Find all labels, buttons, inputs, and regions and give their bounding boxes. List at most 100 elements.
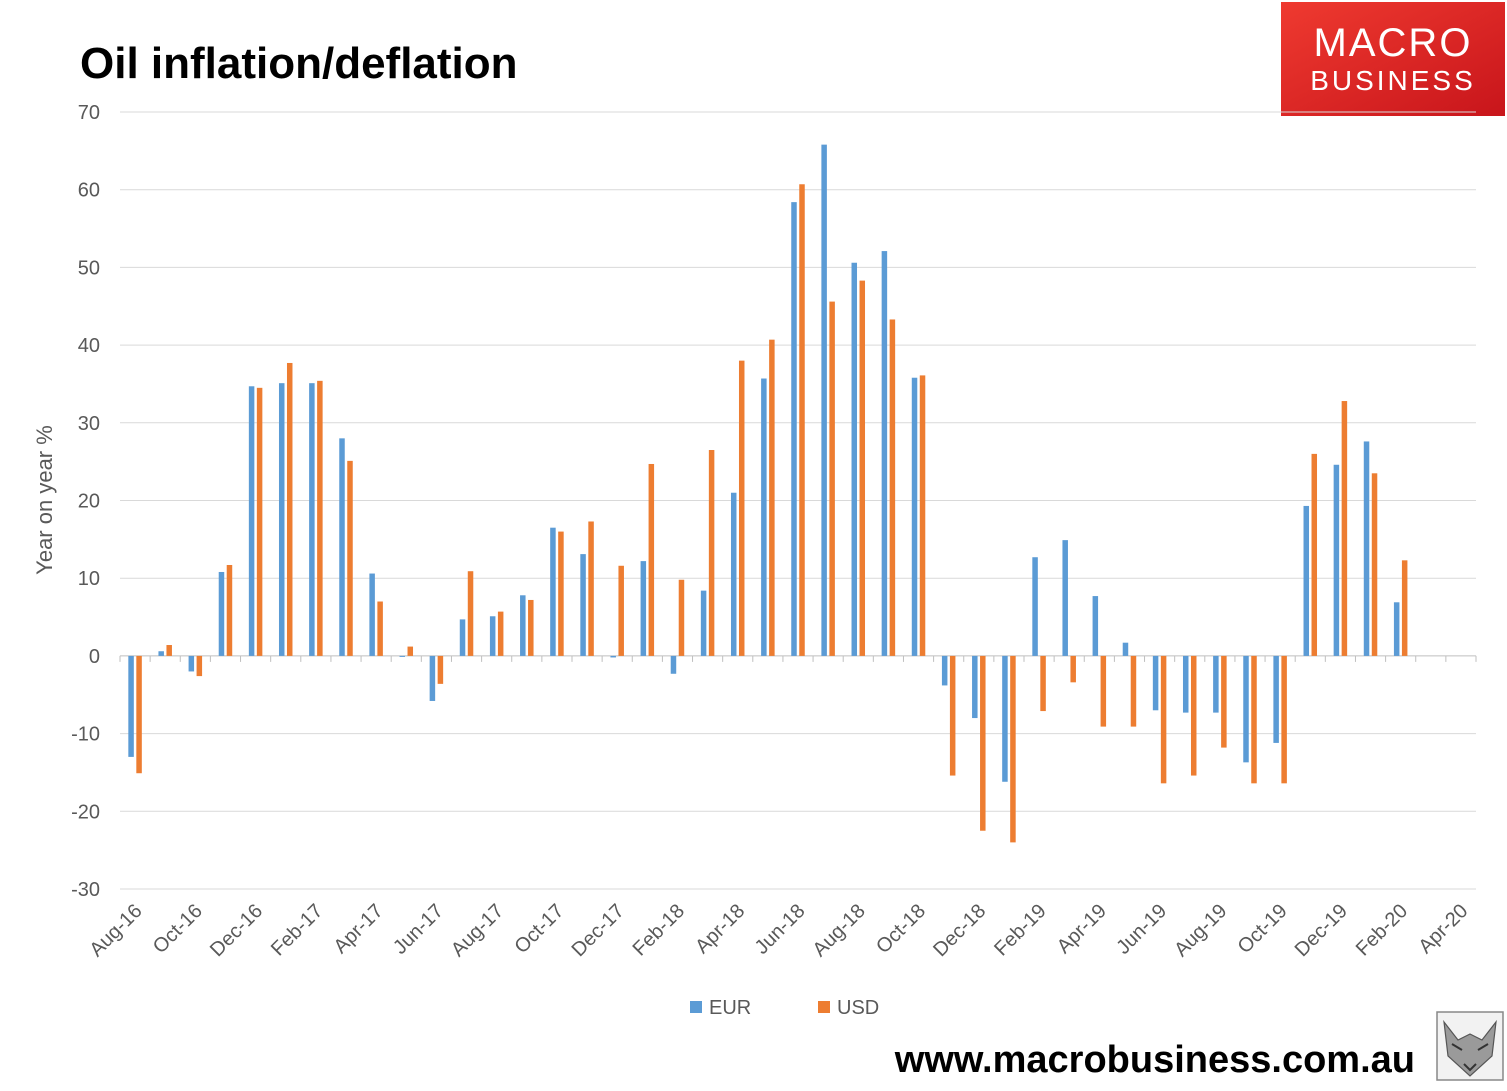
bar-usd <box>407 646 414 656</box>
x-tick-label: Jun-19 <box>1112 900 1171 959</box>
x-tick-label: Apr-18 <box>691 900 749 958</box>
bar-usd <box>1341 401 1348 656</box>
bar-eur <box>158 651 164 656</box>
bar-eur <box>791 202 797 656</box>
x-tick-label: Aug-18 <box>809 900 870 961</box>
x-tick-label: Apr-20 <box>1414 900 1472 958</box>
x-tick-label: Feb-17 <box>267 900 327 960</box>
bar-usd <box>1371 473 1378 656</box>
x-tick-label: Apr-17 <box>330 900 388 958</box>
bar-eur <box>1243 655 1249 763</box>
bar-eur <box>700 590 707 656</box>
bar-usd <box>1130 655 1137 727</box>
bar-usd <box>166 645 172 656</box>
y-axis-label: Year on year % <box>32 425 57 575</box>
legend-label-usd: USD <box>837 997 879 1019</box>
bar-usd <box>1100 655 1107 727</box>
x-tick-label: Oct-18 <box>872 900 930 958</box>
bar-usd <box>678 579 685 656</box>
y-tick-label: 0 <box>89 646 100 668</box>
y-tick-label: 50 <box>78 257 100 279</box>
bar-eur <box>218 571 225 656</box>
bar-usd <box>859 280 866 656</box>
bar-usd <box>1010 655 1016 843</box>
bar-eur <box>640 561 647 656</box>
bar-eur <box>610 655 616 658</box>
bar-usd <box>1311 453 1318 656</box>
x-tick-label: Oct-17 <box>510 900 568 958</box>
x-tick-label: Apr-19 <box>1053 900 1111 958</box>
bar-usd <box>256 387 263 656</box>
bar-usd <box>618 565 624 656</box>
bar-eur <box>309 383 315 656</box>
bar-eur <box>730 492 737 656</box>
y-tick-label: -10 <box>71 724 100 746</box>
bar-eur <box>399 655 406 657</box>
bar-eur <box>1152 655 1159 711</box>
y-tick-label: 10 <box>78 568 100 590</box>
bar-eur <box>1182 655 1189 713</box>
bar-eur <box>459 619 466 656</box>
x-tick-label: Aug-19 <box>1170 900 1231 961</box>
bar-usd <box>1160 655 1167 784</box>
bar-eur <box>580 554 586 656</box>
bar-eur <box>188 655 195 672</box>
bar-eur <box>278 383 285 656</box>
bar-eur <box>128 655 134 757</box>
bar-usd <box>1401 560 1408 656</box>
gridlines <box>120 111 1476 890</box>
bar-eur <box>1092 596 1099 656</box>
bar-usd <box>558 531 564 656</box>
y-tick-label: 40 <box>78 335 100 357</box>
bar-usd <box>949 655 956 776</box>
bar-eur <box>911 377 918 656</box>
x-tick-label: Aug-17 <box>447 900 508 961</box>
bar-usd <box>136 655 142 774</box>
y-tick-label: 30 <box>78 413 100 435</box>
bar-usd <box>286 362 293 656</box>
bar-usd <box>467 571 474 656</box>
bar-usd <box>1070 655 1076 683</box>
bars <box>128 144 1408 843</box>
bar-usd <box>377 601 383 656</box>
bar-eur <box>1002 655 1008 782</box>
bar-usd <box>708 450 715 656</box>
x-tick-label: Oct-16 <box>149 900 207 958</box>
x-tick-label: Feb-19 <box>990 900 1050 960</box>
bar-eur <box>489 616 496 656</box>
legend-label-eur: EUR <box>709 997 751 1019</box>
bar-usd <box>437 655 444 684</box>
y-tick-label: -30 <box>71 879 100 901</box>
legend-swatch-usd <box>818 1001 830 1013</box>
bar-eur <box>881 251 888 656</box>
bar-usd <box>226 564 233 656</box>
footer-url: www.macrobusiness.com.au <box>894 1039 1415 1081</box>
bar-usd <box>497 611 504 656</box>
x-tick-label: Feb-20 <box>1352 900 1412 960</box>
bar-eur <box>1122 642 1129 656</box>
bar-eur <box>1393 602 1400 656</box>
bar-eur <box>851 262 858 656</box>
legend: EUR USD <box>690 997 879 1019</box>
bar-usd <box>1190 655 1197 776</box>
bar-usd <box>648 463 655 656</box>
bar-usd <box>799 184 805 656</box>
legend-swatch-eur <box>690 1001 702 1013</box>
x-tick-label: Dec-17 <box>568 900 629 961</box>
bar-usd <box>1281 655 1287 784</box>
bar-eur <box>761 378 767 656</box>
bar-usd <box>196 655 203 677</box>
bar-eur <box>1213 655 1219 713</box>
x-tick-label: Aug-16 <box>85 900 146 961</box>
bar-usd <box>347 460 353 656</box>
bar-eur <box>520 595 526 656</box>
y-tick-label: 70 <box>78 102 100 124</box>
bar-usd <box>980 655 986 831</box>
bar-eur <box>1363 441 1370 656</box>
bar-eur <box>1303 505 1310 656</box>
bar-usd <box>1221 655 1227 748</box>
y-tick-label: -20 <box>71 801 100 823</box>
y-tick-label: 60 <box>78 180 100 202</box>
